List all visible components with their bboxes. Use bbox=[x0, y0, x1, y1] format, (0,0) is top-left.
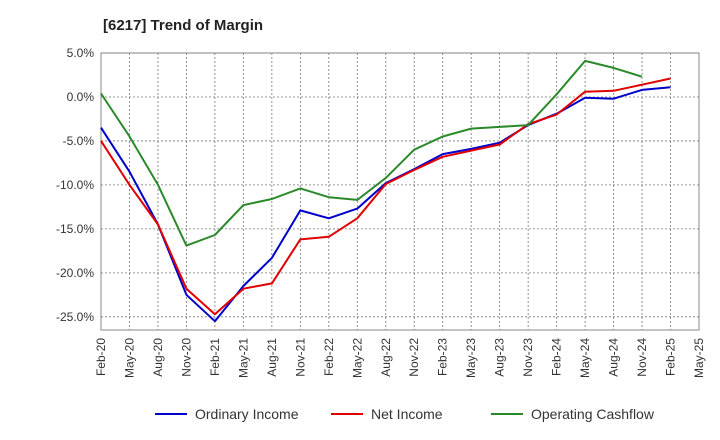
x-axis-ticks: Feb-20 May-20 Aug-20 Nov-20 Feb-21 May-21 Aug-… bbox=[94, 338, 706, 378]
y-tick-label: -5.0% bbox=[63, 134, 95, 148]
x-tick-label: May-20 bbox=[122, 338, 136, 378]
x-tick-label: May-25 bbox=[692, 338, 706, 378]
legend-label: Ordinary Income bbox=[195, 406, 299, 422]
x-tick-label: Nov-22 bbox=[407, 338, 421, 377]
x-tick-label: Aug-22 bbox=[379, 338, 393, 377]
x-tick-label: Feb-21 bbox=[208, 338, 222, 376]
x-tick-label: May-21 bbox=[236, 338, 250, 378]
chart-title: [6217] Trend of Margin bbox=[103, 17, 264, 34]
x-tick-label: Nov-24 bbox=[635, 338, 649, 377]
x-tick-label: Nov-21 bbox=[293, 338, 307, 377]
x-tick-label: Aug-24 bbox=[607, 338, 621, 377]
x-tick-label: Nov-20 bbox=[179, 338, 193, 377]
plot-area bbox=[100, 52, 700, 331]
x-tick-label: Feb-25 bbox=[664, 338, 678, 376]
x-tick-label: Feb-22 bbox=[322, 338, 336, 376]
y-axis-ticks: 5.0% 0.0% -5.0% -10.0% -15.0% -20.0% -25.0% bbox=[56, 46, 94, 324]
x-tick-label: Feb-23 bbox=[436, 338, 450, 376]
x-tick-label: Aug-21 bbox=[265, 338, 279, 377]
legend-label: Net Income bbox=[371, 406, 443, 422]
y-tick-label: -10.0% bbox=[56, 178, 94, 192]
series-line-2 bbox=[100, 77, 671, 316]
series-line-3 bbox=[100, 59, 643, 247]
legend-label: Operating Cashflow bbox=[531, 406, 655, 422]
y-tick-label: -20.0% bbox=[56, 266, 94, 280]
x-tick-label: Feb-24 bbox=[550, 338, 564, 376]
x-tick-label: May-23 bbox=[464, 338, 478, 378]
y-tick-label: -15.0% bbox=[56, 222, 94, 236]
x-tick-label: Aug-20 bbox=[151, 338, 165, 377]
series-lines bbox=[100, 59, 671, 323]
x-tick-label: May-22 bbox=[350, 338, 364, 378]
x-tick-label: Feb-20 bbox=[94, 338, 108, 376]
x-tick-label: May-24 bbox=[578, 338, 592, 378]
y-tick-label: -25.0% bbox=[56, 310, 94, 324]
x-tick-label: Aug-23 bbox=[493, 338, 507, 377]
y-tick-label: 5.0% bbox=[67, 46, 95, 60]
legend: Ordinary Income Net Income Operating Cashf… bbox=[155, 406, 655, 422]
y-tick-label: 0.0% bbox=[67, 90, 95, 104]
x-tick-label: Nov-23 bbox=[521, 338, 535, 377]
